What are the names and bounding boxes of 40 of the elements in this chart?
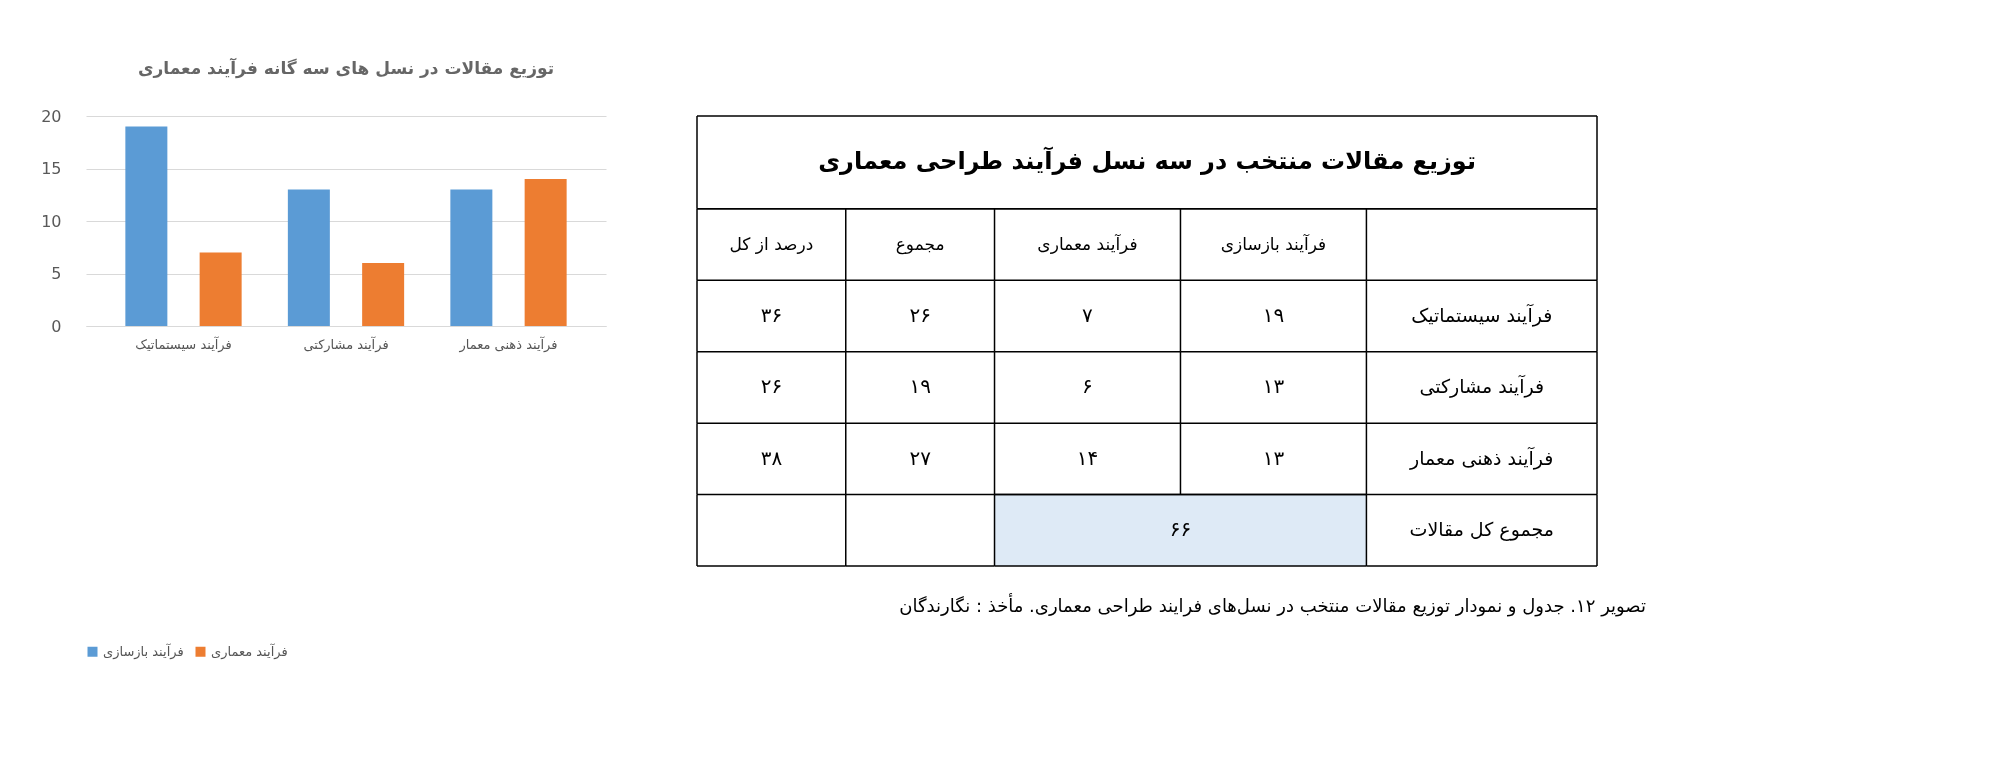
category-label: فرآیند ذهنی معمار	[1410, 446, 1554, 469]
text: ۷	[1082, 303, 1093, 327]
bar	[362, 263, 405, 326]
bar	[450, 189, 493, 326]
x-tick-label: فرآیند سیستماتیک	[135, 335, 232, 353]
legend-label: فرآیند معماری	[211, 642, 288, 660]
category-label: فرآیند سیستماتیک	[1411, 304, 1553, 326]
chart-title: توزیع مقالات در نسل های سه گانه فرآیند معماری	[137, 57, 555, 79]
category-label: مجموع کل مقالات	[1409, 518, 1554, 541]
x-tick-label: فرآیند ذهنی معمار	[458, 335, 558, 353]
bar	[524, 179, 567, 326]
category-label: مجموع	[895, 233, 945, 255]
text: ۱۹	[909, 374, 931, 399]
text: ۶۶	[1169, 517, 1192, 542]
bar	[287, 189, 330, 326]
category-label: فرآیند مشارکتی	[1419, 375, 1545, 398]
text: ۱۳	[1262, 374, 1285, 399]
text: ۲۷	[909, 445, 931, 470]
text: ۲۶	[760, 374, 783, 399]
category-label: فرآیند بازسازی	[1220, 232, 1327, 254]
text: توزیع مقالات منتخب در سه نسل فرآیند طراحی معماری	[818, 146, 1476, 176]
text: ۶	[1082, 374, 1093, 399]
y-tick-label: 5	[51, 264, 62, 283]
text: ۱۴	[1076, 445, 1099, 470]
text: ۱۳	[1262, 445, 1285, 470]
y-tick-label: 0	[51, 316, 62, 336]
text: ۳۶	[760, 303, 783, 327]
text: تصویر ۱۲. جدول و نمودار توزیع مقالات منتخب در نسل‌های فرایند طراحی معماری. مأخذ : نگارندگان	[899, 593, 1646, 617]
text: ۲۶	[909, 303, 931, 327]
y-tick-label: 20	[41, 106, 62, 126]
category-label: درصد از کل	[729, 233, 814, 254]
bar	[199, 252, 242, 326]
category-label: فرآیند معماری	[1037, 232, 1138, 254]
y-tick-label: 15	[41, 159, 62, 178]
text: ۱۹	[1262, 303, 1285, 327]
legend-label: فرآیند بازسازی	[103, 642, 184, 660]
y-tick-label: 10	[41, 211, 62, 231]
bar	[125, 126, 168, 326]
x-tick-label: فرآیند مشارکتی	[303, 335, 389, 353]
text: ۳۸	[760, 445, 783, 470]
